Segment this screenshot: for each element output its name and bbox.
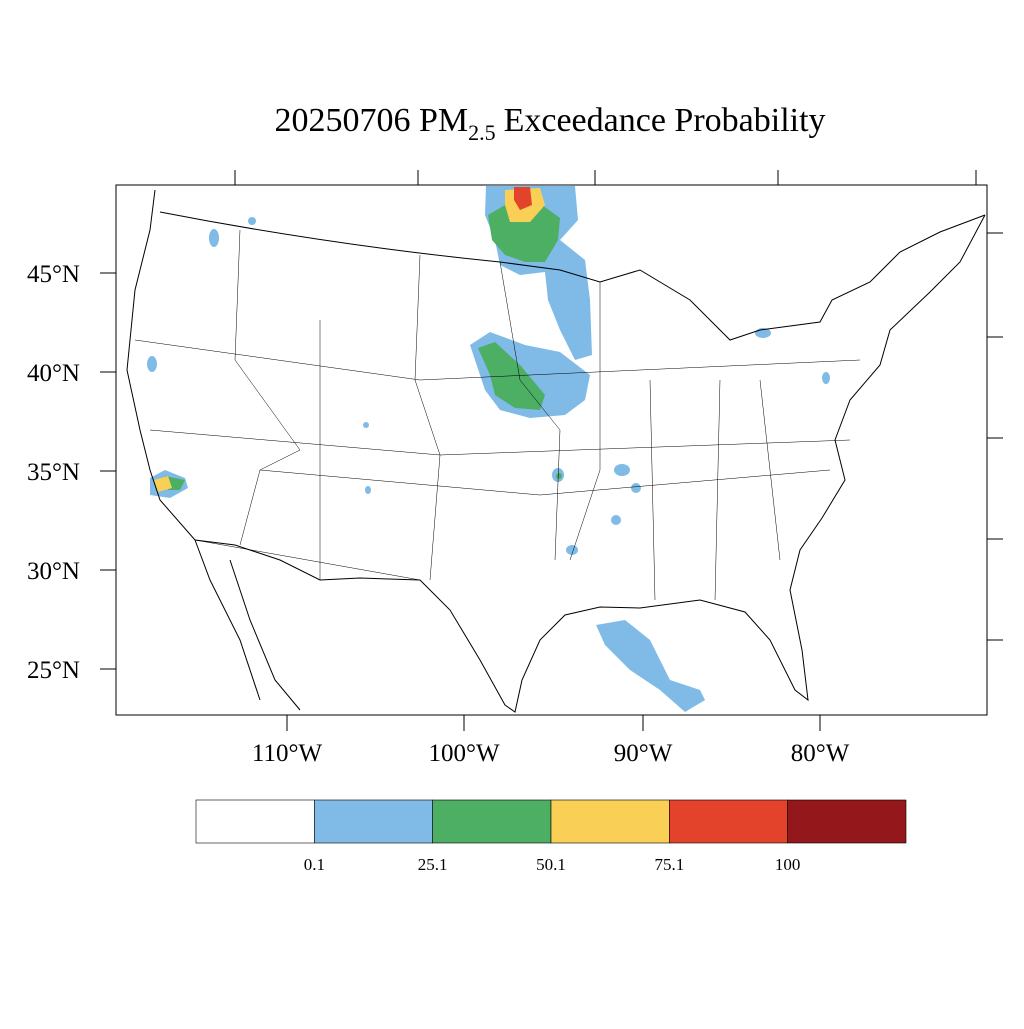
colorbar-label: 25.1 — [418, 855, 448, 874]
colorbar-segment — [669, 799, 788, 844]
colorbar: 0.1 25.1 50.1 75.1 100 — [195, 799, 907, 874]
probability-region — [556, 473, 562, 479]
colorbar-segment — [432, 799, 552, 844]
lat-label: 35°N — [27, 459, 80, 486]
frame-ticks — [234, 170, 1003, 641]
colorbar-segment — [550, 799, 670, 844]
title-subscript: 2.5 — [468, 120, 496, 145]
colorbar-segment — [787, 799, 907, 844]
probability-region — [363, 422, 369, 428]
northern-border — [159, 211, 986, 341]
colorbar-segment — [195, 799, 315, 844]
colorbar-label: 50.1 — [536, 855, 566, 874]
lon-label: 110°W — [252, 740, 323, 767]
lat-label: 30°N — [27, 558, 80, 585]
probability-region — [488, 200, 560, 262]
probability-region — [154, 476, 172, 492]
probability-region — [566, 545, 578, 555]
map-area — [126, 186, 986, 713]
baja — [194, 539, 301, 711]
probability-regions — [147, 186, 830, 712]
probability-region — [596, 620, 705, 712]
colorbar-label: 75.1 — [654, 855, 684, 874]
probability-region — [209, 229, 219, 247]
probability-region — [822, 372, 830, 384]
title-prefix: 20250706 PM — [274, 102, 468, 139]
probability-region — [365, 486, 371, 494]
colorbar-segment — [314, 799, 433, 844]
coastline — [126, 189, 986, 713]
lon-label: 90°W — [614, 740, 673, 767]
probability-region — [611, 515, 621, 525]
state-lines — [134, 229, 861, 601]
lon-label: 100°W — [428, 740, 499, 767]
lat-label: 45°N — [27, 261, 80, 288]
axis-labels: 45°N 40°N 35°N 30°N 25°N 110°W 100°W 90°W 80°W — [27, 261, 850, 767]
map-frame — [115, 184, 988, 716]
probability-region — [514, 187, 532, 210]
probability-region — [614, 464, 630, 476]
lon-label: 80°W — [791, 740, 850, 767]
probability-region — [248, 217, 256, 225]
map-title: 20250706 PM2.5 Exceedance Probability — [274, 102, 825, 145]
lat-label: 25°N — [27, 657, 80, 684]
title-suffix: Exceedance Probability — [504, 102, 826, 139]
probability-region — [631, 483, 641, 493]
lat-label: 40°N — [27, 360, 80, 387]
colorbar-label: 100 — [775, 855, 801, 874]
colorbar-label: 0.1 — [304, 855, 325, 874]
probability-region — [147, 356, 157, 372]
